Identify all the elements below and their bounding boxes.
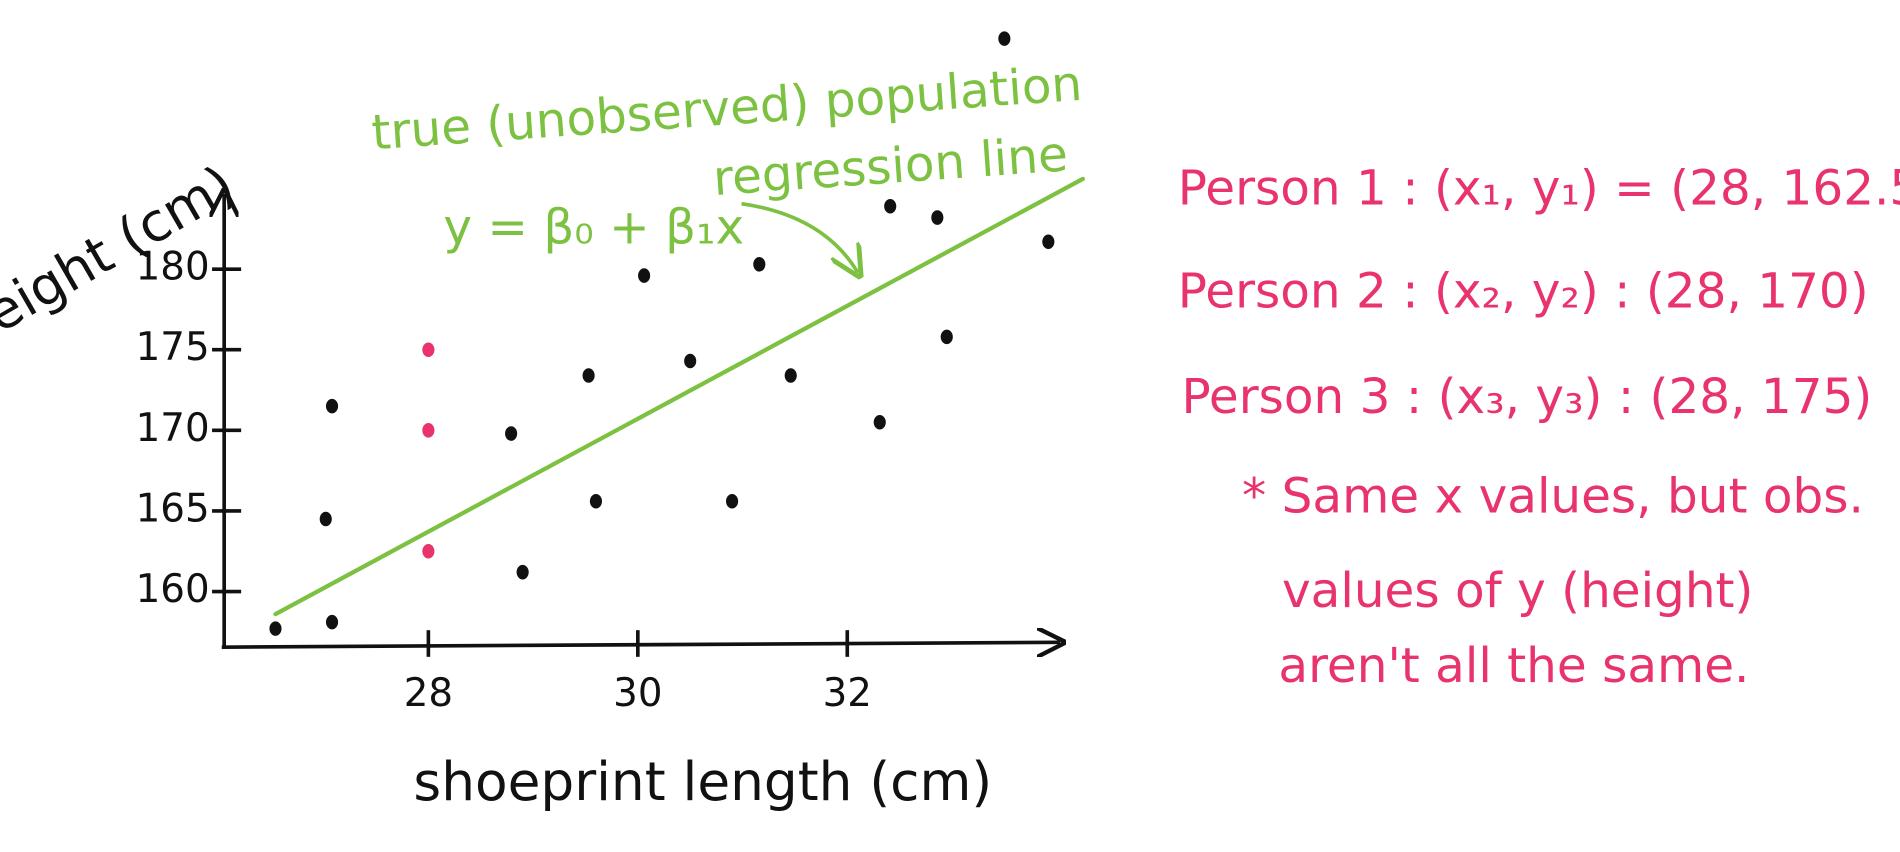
- point: [784, 368, 797, 383]
- x-axis: [221, 642, 1061, 647]
- note: Person 3 : (x₃, y₃) : (28, 175): [1181, 369, 1872, 425]
- note: aren't all the same.: [1278, 638, 1749, 694]
- point: [931, 210, 944, 225]
- annotation-arrow: [741, 201, 858, 273]
- y-tick-label: 170: [136, 406, 210, 451]
- point: [319, 511, 332, 527]
- point: [325, 614, 339, 630]
- point: [589, 493, 602, 509]
- point: [940, 329, 953, 345]
- note: * Same x values, but obs.: [1242, 468, 1864, 524]
- point: [726, 493, 739, 509]
- point: [516, 564, 529, 580]
- x-tick-label: 28: [404, 671, 453, 716]
- y-tick-label: 160: [136, 567, 210, 612]
- note: values of y (height): [1282, 563, 1753, 619]
- y-tick-label: 165: [136, 486, 210, 531]
- point: [884, 198, 897, 214]
- x-axis-label: shoeprint length (cm): [413, 751, 992, 813]
- point: [422, 342, 435, 358]
- point: [1042, 234, 1055, 249]
- note: Person 2 : (x₂, y₂) : (28, 170): [1178, 264, 1869, 320]
- point: [505, 426, 518, 441]
- regression-line: [273, 176, 1086, 617]
- x-tick-label: 32: [823, 671, 872, 716]
- equation: y = β₀ + β₁x: [443, 199, 744, 255]
- point: [582, 368, 595, 383]
- point: [684, 353, 697, 369]
- annotation: regression line: [711, 126, 1069, 207]
- point: [998, 31, 1011, 46]
- point: [422, 423, 435, 438]
- point: [753, 257, 766, 272]
- y-tick-label: 175: [136, 325, 210, 370]
- point: [873, 414, 886, 430]
- point: [325, 398, 339, 414]
- y-tick-label: 180: [136, 245, 210, 290]
- x-tick-label: 30: [613, 671, 662, 716]
- point: [422, 543, 435, 559]
- point: [638, 268, 651, 283]
- note: Person 1 : (x₁, y₁) = (28, 162.5): [1178, 161, 1900, 217]
- point: [269, 621, 282, 636]
